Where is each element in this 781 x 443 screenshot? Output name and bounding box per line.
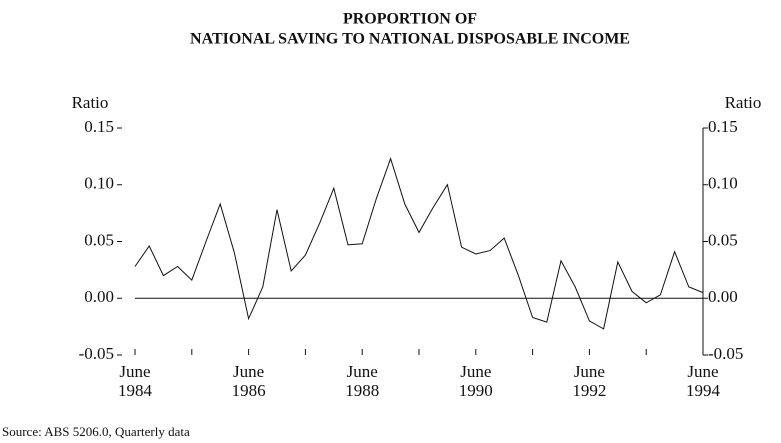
x-tick-label: June 1992 [572, 362, 606, 400]
y-tick-label: 0.00 [84, 287, 114, 306]
y-tick-label: -0.05 [79, 344, 114, 363]
y2-tick-label: 0.15 [708, 117, 738, 136]
chart-title: NATIONAL SAVING TO NATIONAL DISPOSABLE I… [190, 31, 630, 48]
x-tick-label: June 1986 [232, 362, 266, 400]
x-tick-label: June 1984 [118, 362, 153, 400]
x-tick-label: June 1990 [459, 362, 493, 400]
y2-tick-label: -0.05 [708, 344, 743, 363]
chart-title: PROPORTION OF [343, 11, 477, 28]
y2-tick-label: 0.05 [708, 230, 738, 249]
x-tick-label: June 1994 [686, 362, 721, 400]
x-tick-label: June 1988 [345, 362, 379, 400]
y-tick-label: 0.10 [84, 174, 114, 193]
data-line [134, 157, 704, 330]
y-tick-label: 0.05 [84, 230, 114, 249]
y-axis-label: Ratio [72, 93, 109, 112]
source-note: Source: ABS 5206.0, Quarterly data [2, 424, 190, 439]
y2-tick-label: 0.10 [708, 174, 738, 193]
y2-tick-label: 0.00 [708, 287, 738, 306]
y2-axis-label: Ratio [725, 93, 762, 112]
y-tick-label: 0.15 [84, 117, 114, 136]
